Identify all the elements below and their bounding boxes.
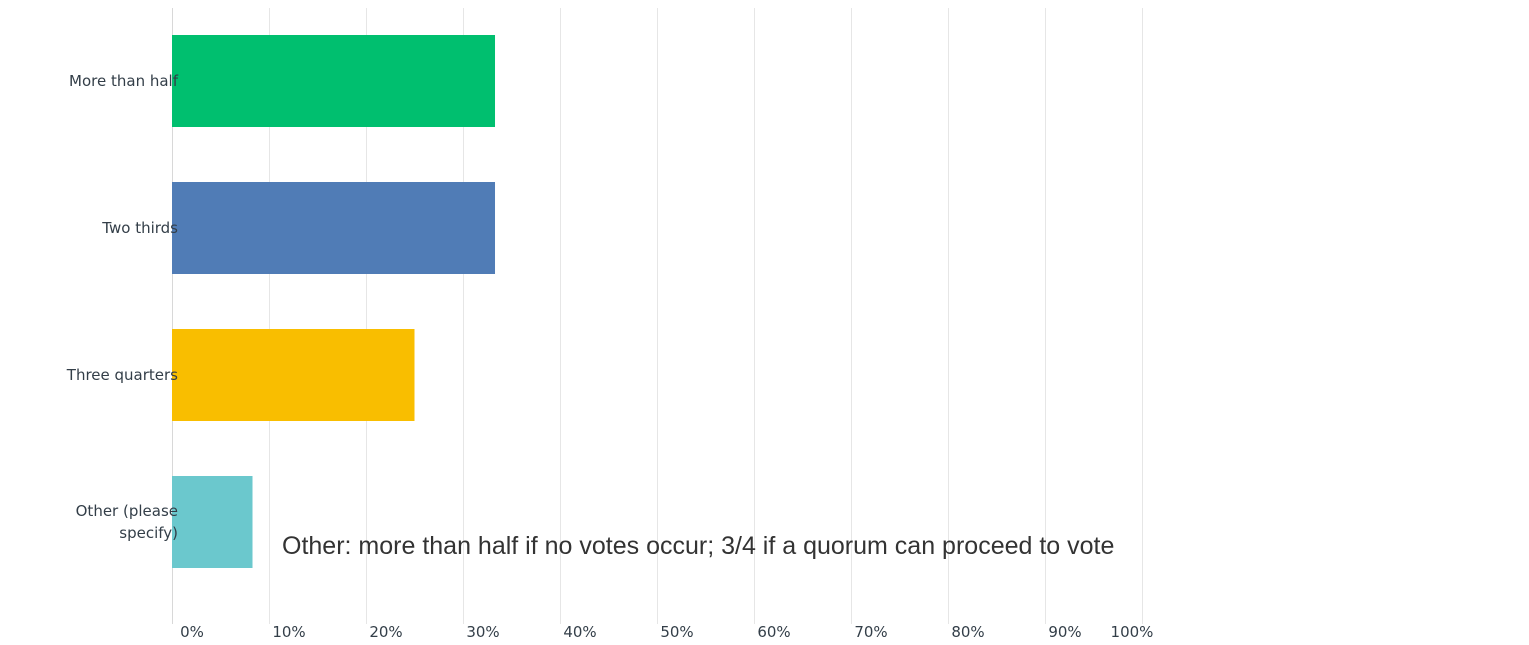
bar [172, 329, 415, 421]
x-tick-labels: 0% 10% 20% 30% 40% 50% 60% 70% 80% 90% 100% [180, 623, 1153, 641]
x-tick-label: 70% [854, 623, 887, 641]
bar [172, 182, 496, 274]
category-label: Other (please specify) [76, 502, 178, 542]
x-tick-label: 90% [1048, 623, 1081, 641]
category-label: More than half [69, 72, 179, 90]
x-tick-label: 10% [272, 623, 305, 641]
x-tick-label: 40% [563, 623, 596, 641]
category-label: Three quarters [66, 366, 178, 384]
x-tick-label: 100% [1111, 623, 1154, 641]
category-labels: More than half Two thirds Three quarters Ot… [66, 72, 179, 542]
x-tick-label: 50% [660, 623, 693, 641]
x-tick-label: 80% [951, 623, 984, 641]
x-tick-label: 20% [369, 623, 402, 641]
x-tick-label: 60% [757, 623, 790, 641]
category-label: Two thirds [101, 219, 178, 237]
annotation-text: Other: more than half if no votes occur;… [282, 532, 1114, 560]
bars [172, 35, 496, 568]
x-tick-label: 30% [466, 623, 499, 641]
bar [172, 476, 253, 568]
bar [172, 35, 496, 127]
x-tick-label: 0% [180, 623, 204, 641]
